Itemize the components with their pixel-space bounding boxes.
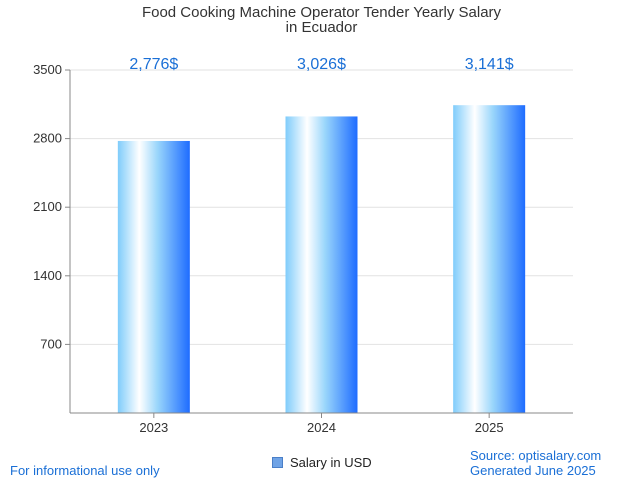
y-tick-label: 2800 <box>33 131 62 146</box>
chart-legend: Salary in USD <box>272 455 372 470</box>
x-tick-label: 2024 <box>307 420 336 435</box>
y-tick-label: 700 <box>40 336 62 351</box>
bar-value-label: 3,026$ <box>297 56 346 73</box>
y-tick-label: 1400 <box>33 268 62 283</box>
bar-value-label: 2,776$ <box>129 56 178 73</box>
chart-title-line-2: in Ecuador <box>285 19 358 36</box>
bar <box>117 140 190 413</box>
bar <box>285 116 358 414</box>
legend-label: Salary in USD <box>290 455 372 470</box>
y-tick-label: 2100 <box>33 199 62 214</box>
source-link[interactable]: Source: optisalary.com <box>470 448 602 463</box>
generated-date: Generated June 2025 <box>470 463 596 478</box>
chart-title-line-1: Food Cooking Machine Operator Tender Yea… <box>141 4 502 21</box>
bar <box>453 105 526 413</box>
x-tick-label: 2023 <box>139 420 168 435</box>
legend-swatch <box>272 457 283 468</box>
y-tick-label: 3500 <box>33 62 62 77</box>
x-tick-label: 2025 <box>475 420 504 435</box>
bar-value-label: 3,141$ <box>465 56 514 73</box>
info-note: For informational use only <box>10 463 160 478</box>
